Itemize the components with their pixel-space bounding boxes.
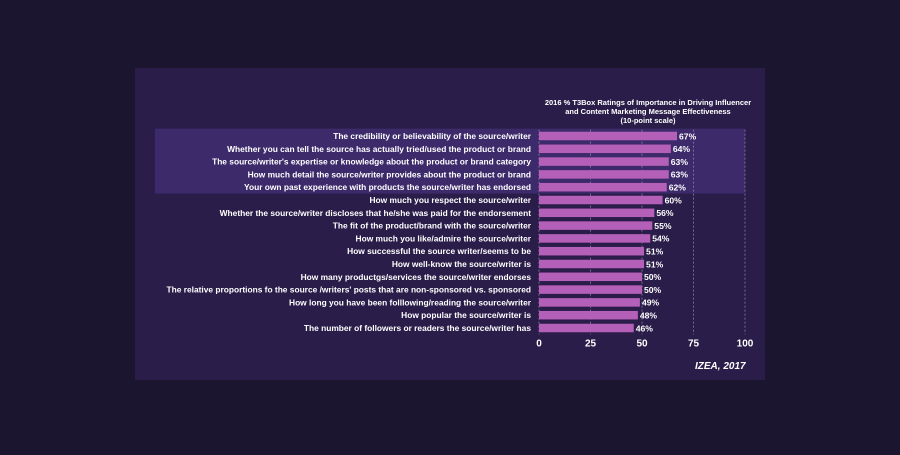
x-tick-label: 75 [688,338,700,349]
category-label: How popular the source/writer is [401,310,531,320]
category-label: How well-know the source/writer is [392,259,531,269]
category-label: How many productgs/services the source/w… [301,272,532,282]
x-tick-label: 50 [636,338,648,349]
x-axis-ticks: 0 25 50 75 100 [536,338,754,349]
value-label: 67% [679,131,697,141]
value-label: 60% [665,195,683,205]
bar [539,170,669,179]
category-label: How successful the source writer/seems t… [347,246,531,256]
category-label: The number of followers or readers the s… [304,323,531,333]
category-label: The credibility or believability of the … [333,131,532,141]
value-label: 50% [644,272,662,282]
bar [539,221,653,230]
title-line-2: and Content Marketing Message Effectiven… [565,107,730,116]
category-label: Whether you can tell the source has actu… [227,144,531,154]
bar [539,157,669,166]
bar [539,323,634,333]
bar [539,298,640,307]
bar [539,234,651,243]
bar [539,208,655,218]
category-label: How much detail the source/writer provid… [248,169,531,179]
x-tick-label: 100 [737,338,754,349]
title-line-1: 2016 % T3Box Ratings of Importance in Dr… [545,98,751,107]
source-note: IZEA, 2017 [695,361,746,372]
category-label: Whether the source/writer discloses that… [220,208,532,218]
bar [539,131,678,141]
bar [539,182,667,192]
value-label: 49% [642,298,660,308]
bar [539,246,645,256]
value-label: 51% [646,247,664,257]
value-label: 55% [654,221,672,231]
bars [539,131,678,333]
value-label: 63% [671,157,689,167]
x-tick-label: 25 [585,338,597,349]
value-label: 62% [669,183,687,193]
value-label: 51% [646,259,664,269]
bar [539,144,671,154]
bar [539,310,638,320]
value-label: 56% [656,208,674,218]
bar [539,272,642,282]
value-labels: 67% 64% 63% 63% 62% 60% 56% 55% 54% 51% 51% 50% 50% 4… [636,131,697,333]
bar [539,285,642,294]
value-label: 54% [652,234,670,244]
category-label: How much you respect the source/writer [370,195,532,205]
bar [539,195,663,205]
category-label: Your own past experience with products t… [244,182,531,192]
category-label: The source/writer's expertise or knowled… [212,157,531,167]
category-label: The relative proportions fo the source /… [166,285,531,295]
chart-title: 2016 % T3Box Ratings of Importance in Dr… [545,98,751,125]
value-label: 64% [673,144,691,154]
category-label: How long you have been folllowing/readin… [289,297,532,307]
x-tick-label: 0 [536,338,542,349]
value-label: 50% [644,285,662,295]
title-line-3: (10-point scale) [620,116,676,125]
value-label: 46% [636,323,654,333]
value-label: 48% [640,311,658,321]
bar [539,259,645,269]
value-label: 63% [671,170,689,180]
category-labels: The credibility or believability of the … [166,131,531,333]
category-label: The fit of the product/brand with the so… [333,221,532,231]
chart-background [135,68,765,380]
category-label: How much you like/admire the source/writ… [356,233,532,243]
